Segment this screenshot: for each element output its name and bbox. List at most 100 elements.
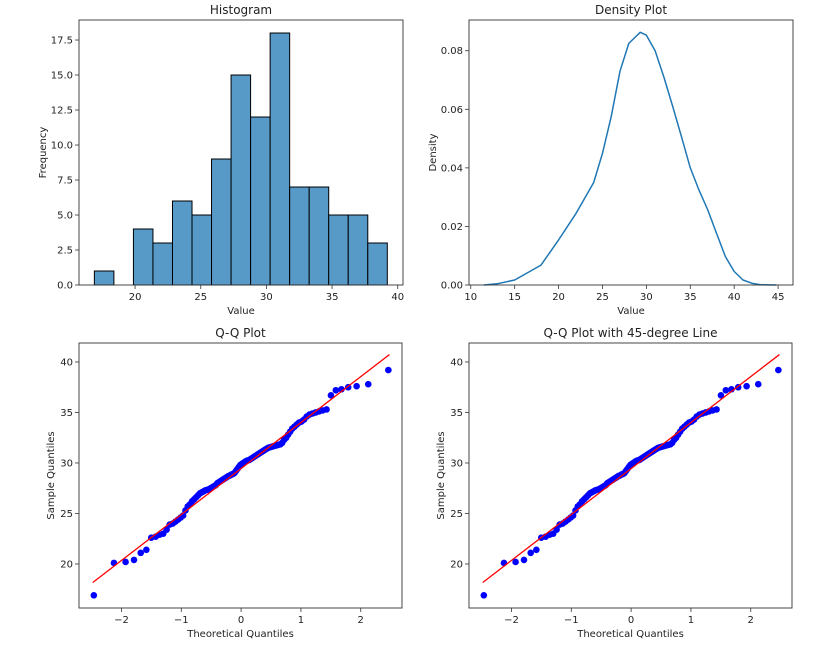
qq-point xyxy=(110,559,118,567)
axes-frame xyxy=(468,342,793,609)
x-tick-label: −1 xyxy=(174,615,189,626)
y-tick-label: 25 xyxy=(450,509,463,520)
x-tick-label: 10 xyxy=(464,292,477,303)
y-tick-label: 7.5 xyxy=(57,176,73,187)
x-tick-label: 25 xyxy=(194,292,207,303)
y-tick-label: 15.0 xyxy=(51,71,73,82)
y-tick-label: 25 xyxy=(60,509,73,520)
y-tick-label: 5.0 xyxy=(57,211,73,222)
y-tick-label: 30 xyxy=(450,458,463,469)
qq-point xyxy=(364,380,372,388)
histogram-bar xyxy=(230,74,252,286)
x-axis-label: Value xyxy=(227,306,254,317)
qq-point xyxy=(143,546,150,554)
x-tick-label: 45 xyxy=(772,292,785,303)
x-tick-label: 1 xyxy=(688,615,694,626)
histogram-bar xyxy=(328,214,349,286)
y-axis-label: Frequency xyxy=(38,127,49,179)
subplot-3: −2 −1 0 1 2 20 25 30 35 40 Q-Q Plot Theoretical Qua… xyxy=(46,326,403,640)
y-tick-label: 30 xyxy=(60,458,73,469)
histogram-bar xyxy=(93,270,115,286)
fit-line xyxy=(92,354,390,584)
x-tick-label: 40 xyxy=(728,292,741,303)
y-tick-label: 0.04 xyxy=(441,163,463,174)
y-tick-label: 2.5 xyxy=(57,246,73,257)
qq-point xyxy=(717,392,725,399)
y-tick-label: 12.5 xyxy=(51,106,73,117)
histogram-bar xyxy=(171,200,193,286)
qq-point xyxy=(713,406,720,413)
y-tick-label: 40 xyxy=(450,357,463,368)
y-tick-label: 35 xyxy=(450,408,463,419)
histogram-bar xyxy=(308,186,330,286)
qq-point xyxy=(323,406,330,413)
histogram-bar xyxy=(191,214,213,286)
qq-point xyxy=(722,386,730,394)
subplot-4: −2 −1 0 1 2 20 25 30 35 40 Q-Q Plot with 45-degree… xyxy=(436,326,793,640)
histogram-bar xyxy=(132,228,154,286)
x-tick-label: 35 xyxy=(684,292,697,303)
x-tick-label: 40 xyxy=(391,292,404,303)
y-tick-label: 20 xyxy=(60,559,73,570)
x-tick-label: 30 xyxy=(260,292,273,303)
x-tick-label: 0 xyxy=(628,615,634,626)
y-tick-label: 17.5 xyxy=(51,36,73,47)
x-tick-label: 25 xyxy=(596,292,609,303)
histogram-bar xyxy=(347,214,369,286)
qq-point xyxy=(527,549,535,557)
qq-point xyxy=(553,526,560,533)
fit-line xyxy=(482,354,780,584)
x-tick-label: 2 xyxy=(748,615,754,626)
y-axis-label: Sample Quantiles xyxy=(46,431,57,519)
qq-point xyxy=(520,556,528,564)
qq-point xyxy=(533,546,540,554)
y-tick-label: 0.08 xyxy=(441,46,463,57)
qq-point xyxy=(775,366,782,374)
x-tick-label: 20 xyxy=(552,292,565,303)
histogram-bar xyxy=(211,158,232,286)
y-tick-label: 40 xyxy=(60,357,73,368)
x-tick-label: 15 xyxy=(508,292,521,303)
x-tick-label: −2 xyxy=(114,615,129,626)
x-tick-label: 1 xyxy=(298,615,304,626)
y-tick-label: 0.0 xyxy=(57,281,73,292)
y-tick-label: 0.06 xyxy=(441,105,463,116)
y-axis-label: Density xyxy=(428,133,439,171)
x-tick-label: 30 xyxy=(640,292,653,303)
qq-point xyxy=(137,549,145,557)
x-tick-label: 2 xyxy=(358,615,364,626)
y-axis-label: Sample Quantiles xyxy=(436,431,447,519)
density-line xyxy=(483,31,777,286)
x-axis-label: Value xyxy=(617,306,644,317)
qq-point xyxy=(332,386,340,394)
x-axis-label: Theoretical Quantiles xyxy=(576,629,684,640)
histogram-bar xyxy=(269,32,291,286)
x-tick-label: −2 xyxy=(504,615,519,626)
qq-point xyxy=(327,392,335,399)
histogram-bar xyxy=(367,242,388,286)
chart-title: Histogram xyxy=(210,3,272,17)
qq-point xyxy=(163,526,170,533)
y-tick-label: 35 xyxy=(60,408,73,419)
axes-frame xyxy=(78,342,403,609)
qq-point xyxy=(385,366,392,374)
histogram-bar xyxy=(152,242,173,286)
y-tick-label: 10.0 xyxy=(51,141,73,152)
chart-title: Q-Q Plot xyxy=(215,326,266,340)
x-tick-label: 0 xyxy=(238,615,244,626)
qq-point xyxy=(122,558,129,566)
histogram-bar xyxy=(250,116,271,286)
x-tick-label: 20 xyxy=(129,292,142,303)
y-tick-label: 0.02 xyxy=(441,222,463,233)
axes-frame xyxy=(78,19,404,286)
qq-point xyxy=(353,382,360,390)
qq-point xyxy=(130,556,138,564)
qq-point xyxy=(512,558,519,566)
subplot-2: 10 15 20 25 30 35 40 45 0.00 0.02 0.04 0.06 0.08 Dens… xyxy=(428,3,794,317)
qq-point xyxy=(754,380,762,388)
x-axis-label: Theoretical Quantiles xyxy=(186,629,294,640)
x-tick-label: −1 xyxy=(564,615,579,626)
subplot-1: 20 25 30 35 40 0.0 2.5 5.0 7.5 10.0 12.5 15.0 17.5 Hi… xyxy=(38,3,404,317)
qq-point xyxy=(743,382,750,390)
